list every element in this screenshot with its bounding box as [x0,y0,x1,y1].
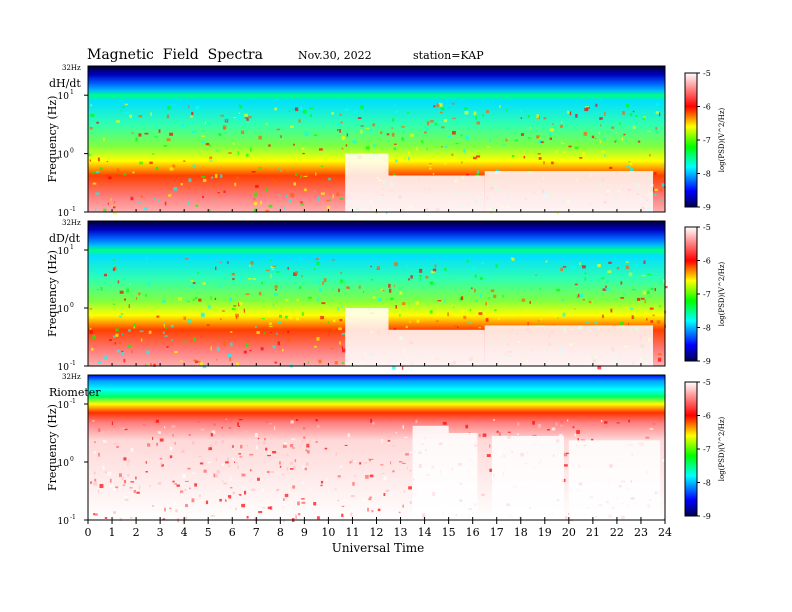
colorbar-tick: -5 [703,69,711,78]
y-tick-label: 10 [58,305,70,315]
y-tick-exponent: 1 [70,244,74,251]
colorbar-3: -5 -6 -7 -8 -9 log(PSD)(V^2/Hz) [684,378,726,521]
colorbar-tick: -6 [703,103,711,112]
colorbar-tick: -8 [703,170,711,179]
x-tick-label: 19 [538,526,552,539]
y-tick-label: 10 [58,92,70,102]
panel-label: Riometer [49,386,101,399]
x-tick-label: 21 [586,526,600,539]
colorbars: -5 -6 -7 -8 -9 log(PSD)(V^2/Hz) -5 -6 -7 -8 -9 log(… [684,69,726,521]
colorbar-gradient [684,72,698,208]
colorbar-2: -5 -6 -7 -8 -9 log(PSD)(V^2/Hz) [684,223,726,366]
quiet-region [412,425,449,521]
y-tick-exponent: -1 [70,514,76,521]
quiet-region [484,325,653,366]
y-tick-exponent: 0 [70,456,74,463]
quiet-region [388,175,485,212]
top-frequency-label: 32Hz [62,373,81,381]
x-tick-label: 24 [658,526,672,539]
colorbar-gradient [684,381,698,517]
y-tick-label: 10 [58,209,70,219]
x-tick-label: 2 [133,526,140,539]
colorbar-tick: -9 [703,357,711,366]
x-tick-label: 6 [229,526,236,539]
x-tick-label: 8 [277,526,284,539]
spectrogram-texture-3 [90,418,665,524]
quiet-region [448,433,478,520]
colorbar-gradient [684,226,698,362]
x-tick-label: 14 [418,526,432,539]
quiet-region [345,153,389,212]
x-tick-label: 17 [490,526,504,539]
y-tick-exponent: -1 [70,398,76,405]
x-tick-label: 16 [466,526,480,539]
y-tick-label: 10 [58,247,70,257]
colorbar-tick: -7 [703,445,711,454]
y-tick-exponent: 1 [70,89,74,96]
panel-label: dH/dt [49,77,81,90]
x-tick-label: 12 [370,526,384,539]
x-tick-label: 11 [345,526,359,539]
colorbar-tick: -5 [703,223,711,232]
x-axis-label: Universal Time [332,541,425,555]
colorbar-tick: -6 [703,257,711,266]
colorbar-label: log(PSD)(V^2/Hz) [718,261,726,326]
quiet-region [568,440,661,521]
y-axis-label: Frequency (Hz) [46,96,59,183]
time-axis: 0 1 2 3 4 5 6 7 8 9 10 11 12 13 14 15 16 17 18 19 20 21 22 23 24 [85,209,672,539]
station-label: station=KAP [413,49,484,62]
quiet-region [484,171,653,212]
colorbar-label: log(PSD)(V^2/Hz) [718,416,726,481]
colorbar-tick: -9 [703,512,711,521]
y-tick-label: 10 [58,151,70,161]
y-axis-label: Frequency (Hz) [46,404,59,491]
panel-label: dD/dt [49,232,81,245]
quiet-region [491,435,564,520]
colorbar-tick: -7 [703,136,711,145]
x-tick-label: 3 [157,526,164,539]
x-tick-label: 0 [85,526,92,539]
x-tick-label: 7 [253,526,260,539]
x-tick-label: 23 [634,526,648,539]
x-tick-label: 22 [610,526,624,539]
y-tick-exponent: -1 [70,206,76,213]
y-tick-label: 10 [58,459,70,469]
y-tick-exponent: 0 [70,148,74,155]
colorbar-tick: -9 [703,203,711,212]
y-tick-exponent: 0 [70,302,74,309]
x-tick-label: 13 [394,526,408,539]
colorbar-tick: -8 [703,324,711,333]
colorbar-tick: -5 [703,378,711,387]
x-tick-label: 10 [321,526,335,539]
y-tick-label: 10 [58,363,70,373]
x-tick-label: 1 [109,526,116,539]
colorbar-tick: -7 [703,290,711,299]
colorbar-1: -5 -6 -7 -8 -9 log(PSD)(V^2/Hz) [684,69,726,212]
colorbar-tick: -6 [703,412,711,421]
figure-title: Magnetic Field Spectra [87,47,263,63]
top-frequency-label: 32Hz [62,64,81,72]
x-tick-label: 9 [301,526,308,539]
y-tick-exponent: -1 [70,360,76,367]
quiet-region [388,329,485,367]
figure-date: Nov.30, 2022 [298,49,372,62]
colorbar-label: log(PSD)(V^2/Hz) [718,107,726,172]
colorbar-tick: -8 [703,479,711,488]
y-tick-label: 10 [58,517,70,527]
y-tick-label: 10 [58,401,70,411]
quiet-region [345,308,389,366]
x-tick-label: 5 [205,526,212,539]
top-frequency-label: 32Hz [62,219,81,227]
x-tick-label: 4 [181,526,188,539]
x-tick-label: 15 [442,526,456,539]
y-axis-label: Frequency (Hz) [46,250,59,337]
x-tick-label: 18 [514,526,528,539]
spectrogram-texture-1 [88,102,666,215]
x-tick-label: 20 [562,526,576,539]
